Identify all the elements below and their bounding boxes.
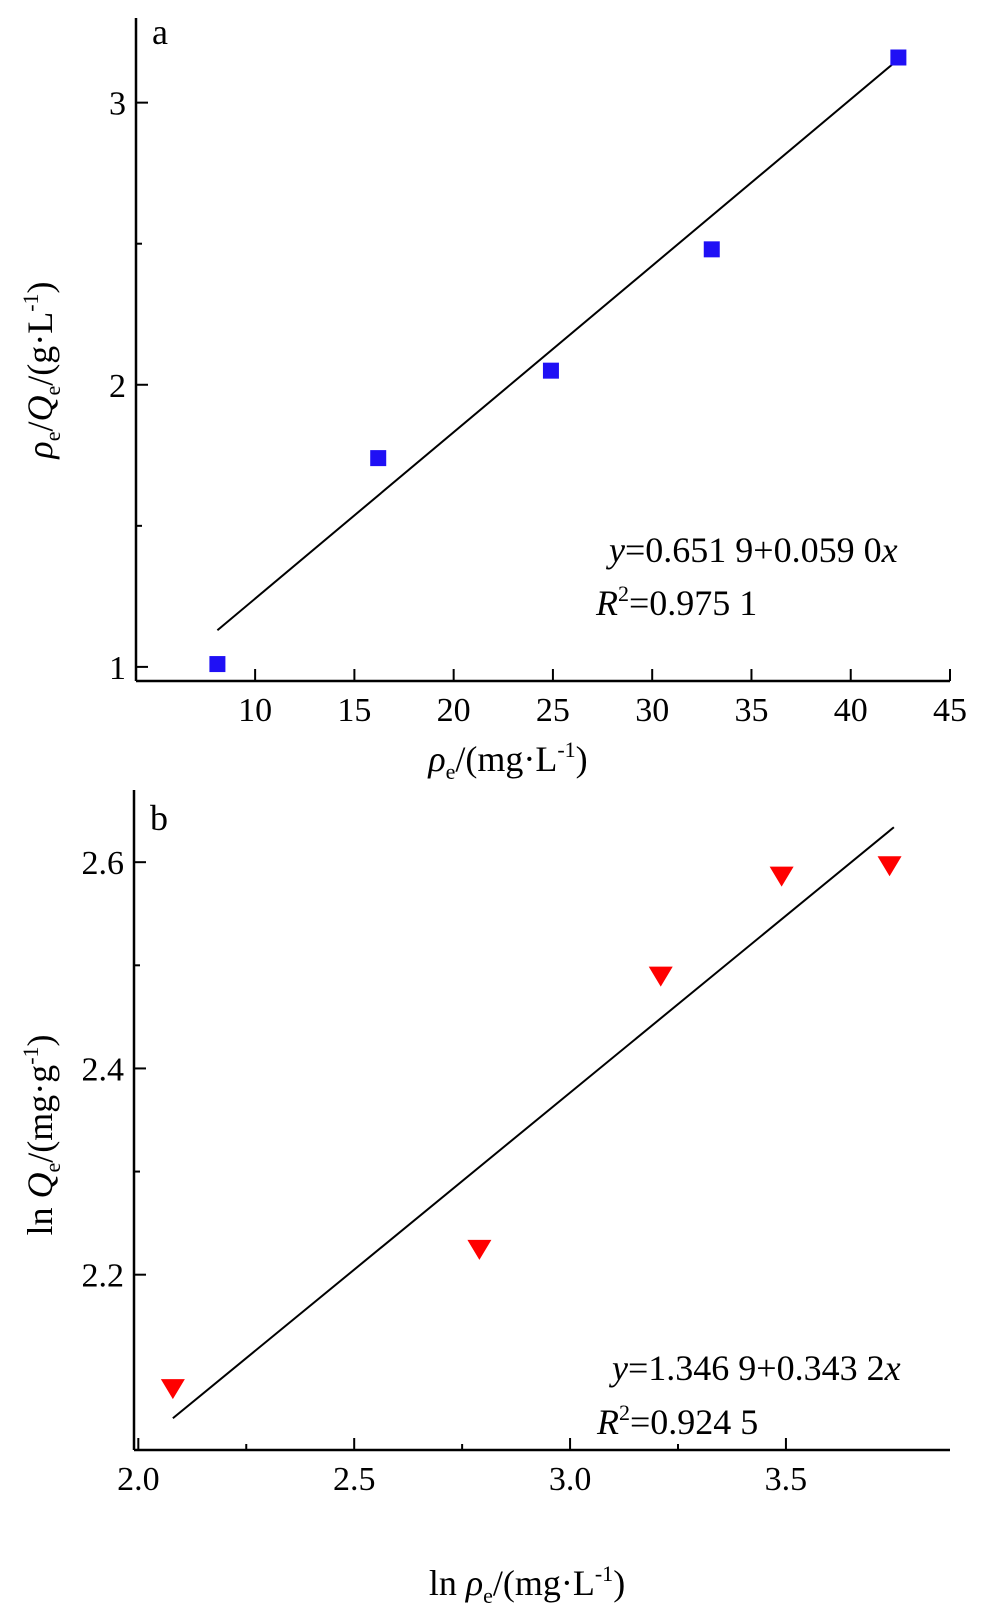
panel-a-ylabel-sup: -1: [18, 293, 43, 311]
panel-b-x-tick-label: 3.5: [765, 1461, 808, 1498]
panel-b-data-point: [648, 966, 673, 987]
panel-b-y-tick-label: 2.6: [82, 845, 125, 882]
panel-b-eq-y: y: [609, 1348, 628, 1388]
panel-b-eq-rest: =1.346 9+0.343 2: [628, 1348, 885, 1388]
panel-a-x-tick-label: 30: [635, 692, 669, 729]
panel-a-xlabel-close: ): [576, 739, 588, 779]
panel-a-eq-rest: =0.651 9+0.059 0: [625, 530, 882, 570]
panel-a-data-point: [703, 241, 720, 258]
panel-a-ylabel-var2: Q: [20, 396, 60, 422]
panel-a-xlabel-sub: e: [446, 759, 456, 784]
panel-a-fit-line: [216, 58, 900, 632]
panel-b-xlabel-pre: ln: [429, 1563, 466, 1603]
panel-b-y-tick-label: 2.2: [82, 1258, 125, 1295]
panel-a-eq-x: x: [881, 530, 898, 570]
panel-b-r2: R2=0.924 5: [596, 1400, 758, 1442]
panel-b-y-tick-label: 2.4: [82, 1051, 125, 1088]
panel-a-y-tick-label: 1: [109, 650, 126, 687]
panel-a-fit-line-group: [216, 58, 900, 632]
panel-b-equation: y=1.346 9+0.343 2x: [609, 1348, 901, 1388]
panel-b-ylabel-var: Q: [20, 1173, 60, 1199]
panel-b-x-tick-label: 2.5: [333, 1461, 376, 1498]
panel-a-x-tick-label: 10: [238, 692, 272, 729]
panel-b-r2-sup: 2: [619, 1400, 630, 1425]
panel-b-axes: [132, 790, 950, 1452]
panel-b-ylabel-close: ): [20, 1034, 60, 1046]
panel-a-r2-rest: =0.975 1: [629, 583, 757, 623]
panel-a-xlabel-sup: -1: [557, 737, 575, 762]
panel-b-data-point: [467, 1239, 492, 1260]
panel-b-eq-x: x: [884, 1348, 901, 1388]
panel-a-y-tick-label: 3: [109, 86, 126, 123]
panel-b-r2-r: R: [596, 1402, 619, 1442]
panel-b-fit-line-group: [172, 826, 895, 1420]
panel-a-y-tick-label: 2: [109, 368, 126, 405]
panel-a-xlabel-unit: /(mg·L: [455, 739, 557, 779]
panel-a-ticks: 10 15 20 25 30 35 40 45 1 2 3: [109, 86, 967, 729]
panel-b-plot: 2.0 2.5 3.0 3.5 2.2 2.4 2.6 b y=1.346 9+0.343 …: [18, 790, 950, 1608]
panel-b-x-axis-title: ln ρe/(mg·L-1): [429, 1561, 625, 1608]
panel-a-eq-y: y: [606, 530, 625, 570]
panel-a-axes: [134, 18, 950, 683]
panel-a-x-tick-label: 35: [734, 692, 768, 729]
panel-a-ylabel-sub1: e: [40, 432, 65, 442]
panel-a-y-axis-title: ρe/Qe/(g·L-1): [18, 281, 65, 459]
panel-a-ylabel-close: ): [20, 281, 60, 293]
panel-b-data-point: [160, 1379, 185, 1400]
panel-a-data-point: [890, 49, 907, 66]
panel-a-data-points: [209, 49, 907, 673]
panel-a-data-point: [542, 362, 559, 379]
panel-a-x-tick-label: 25: [536, 692, 570, 729]
panel-b-fit-line: [172, 826, 895, 1420]
panel-b-data-points: [160, 856, 902, 1400]
panel-a-x-tick-label: 15: [337, 692, 371, 729]
panel-b-data-point: [769, 866, 794, 887]
panel-b-data-point: [877, 856, 902, 877]
panel-a-equation: y=0.651 9+0.059 0x: [606, 530, 898, 570]
panel-b-ylabel-sup: -1: [18, 1046, 43, 1064]
panel-a-x-tick-label: 40: [834, 692, 868, 729]
panel-b-y-axis-title: ln Qe/(mg·g-1): [18, 1034, 65, 1235]
panel-b-xlabel-unit: /(mg·L: [493, 1563, 595, 1603]
panel-b-x-tick-label: 2.0: [117, 1461, 160, 1498]
panel-b-xlabel-close: ): [613, 1563, 625, 1603]
panel-b-xlabel-var: ρ: [465, 1563, 483, 1603]
panel-a-x-tick-label: 45: [933, 692, 967, 729]
panel-b-letter: b: [150, 798, 168, 838]
panel-b-ylabel-sub: e: [40, 1163, 65, 1173]
panel-a-x-tick-label: 20: [437, 692, 471, 729]
panel-a-data-point: [209, 656, 226, 673]
panel-a-ylabel-var1: ρ: [20, 441, 60, 459]
panel-a-plot: 10 15 20 25 30 35 40 45 1 2 3 a y=0.651 9+0.059 0x…: [18, 12, 967, 784]
panel-b-ylabel-unit: /(mg·g: [20, 1065, 60, 1163]
panel-a-letter: a: [152, 12, 168, 52]
panel-a-xlabel-var: ρ: [427, 739, 445, 779]
panel-b-ticks: 2.0 2.5 3.0 3.5 2.2 2.4 2.6: [82, 845, 808, 1498]
panel-a-data-point: [370, 450, 387, 467]
panel-a-r2-r: R: [595, 583, 618, 623]
panel-a-ylabel-unit: /(g·L: [20, 312, 60, 386]
panel-a-ylabel-slash: /: [20, 422, 60, 432]
panel-b-x-tick-label: 3.0: [549, 1461, 592, 1498]
panel-a-r2-sup: 2: [618, 581, 629, 606]
panel-a-r2: R2=0.975 1: [595, 581, 757, 623]
panel-a-ylabel-sub2: e: [40, 386, 65, 396]
panel-a-x-axis-title: ρe/(mg·L-1): [427, 737, 587, 784]
panel-b-xlabel-sup: -1: [595, 1561, 613, 1586]
panel-b-xlabel-sub: e: [483, 1583, 493, 1608]
panel-b-ylabel-pre: ln: [20, 1199, 60, 1236]
panel-b-r2-rest: =0.924 5: [630, 1402, 758, 1442]
